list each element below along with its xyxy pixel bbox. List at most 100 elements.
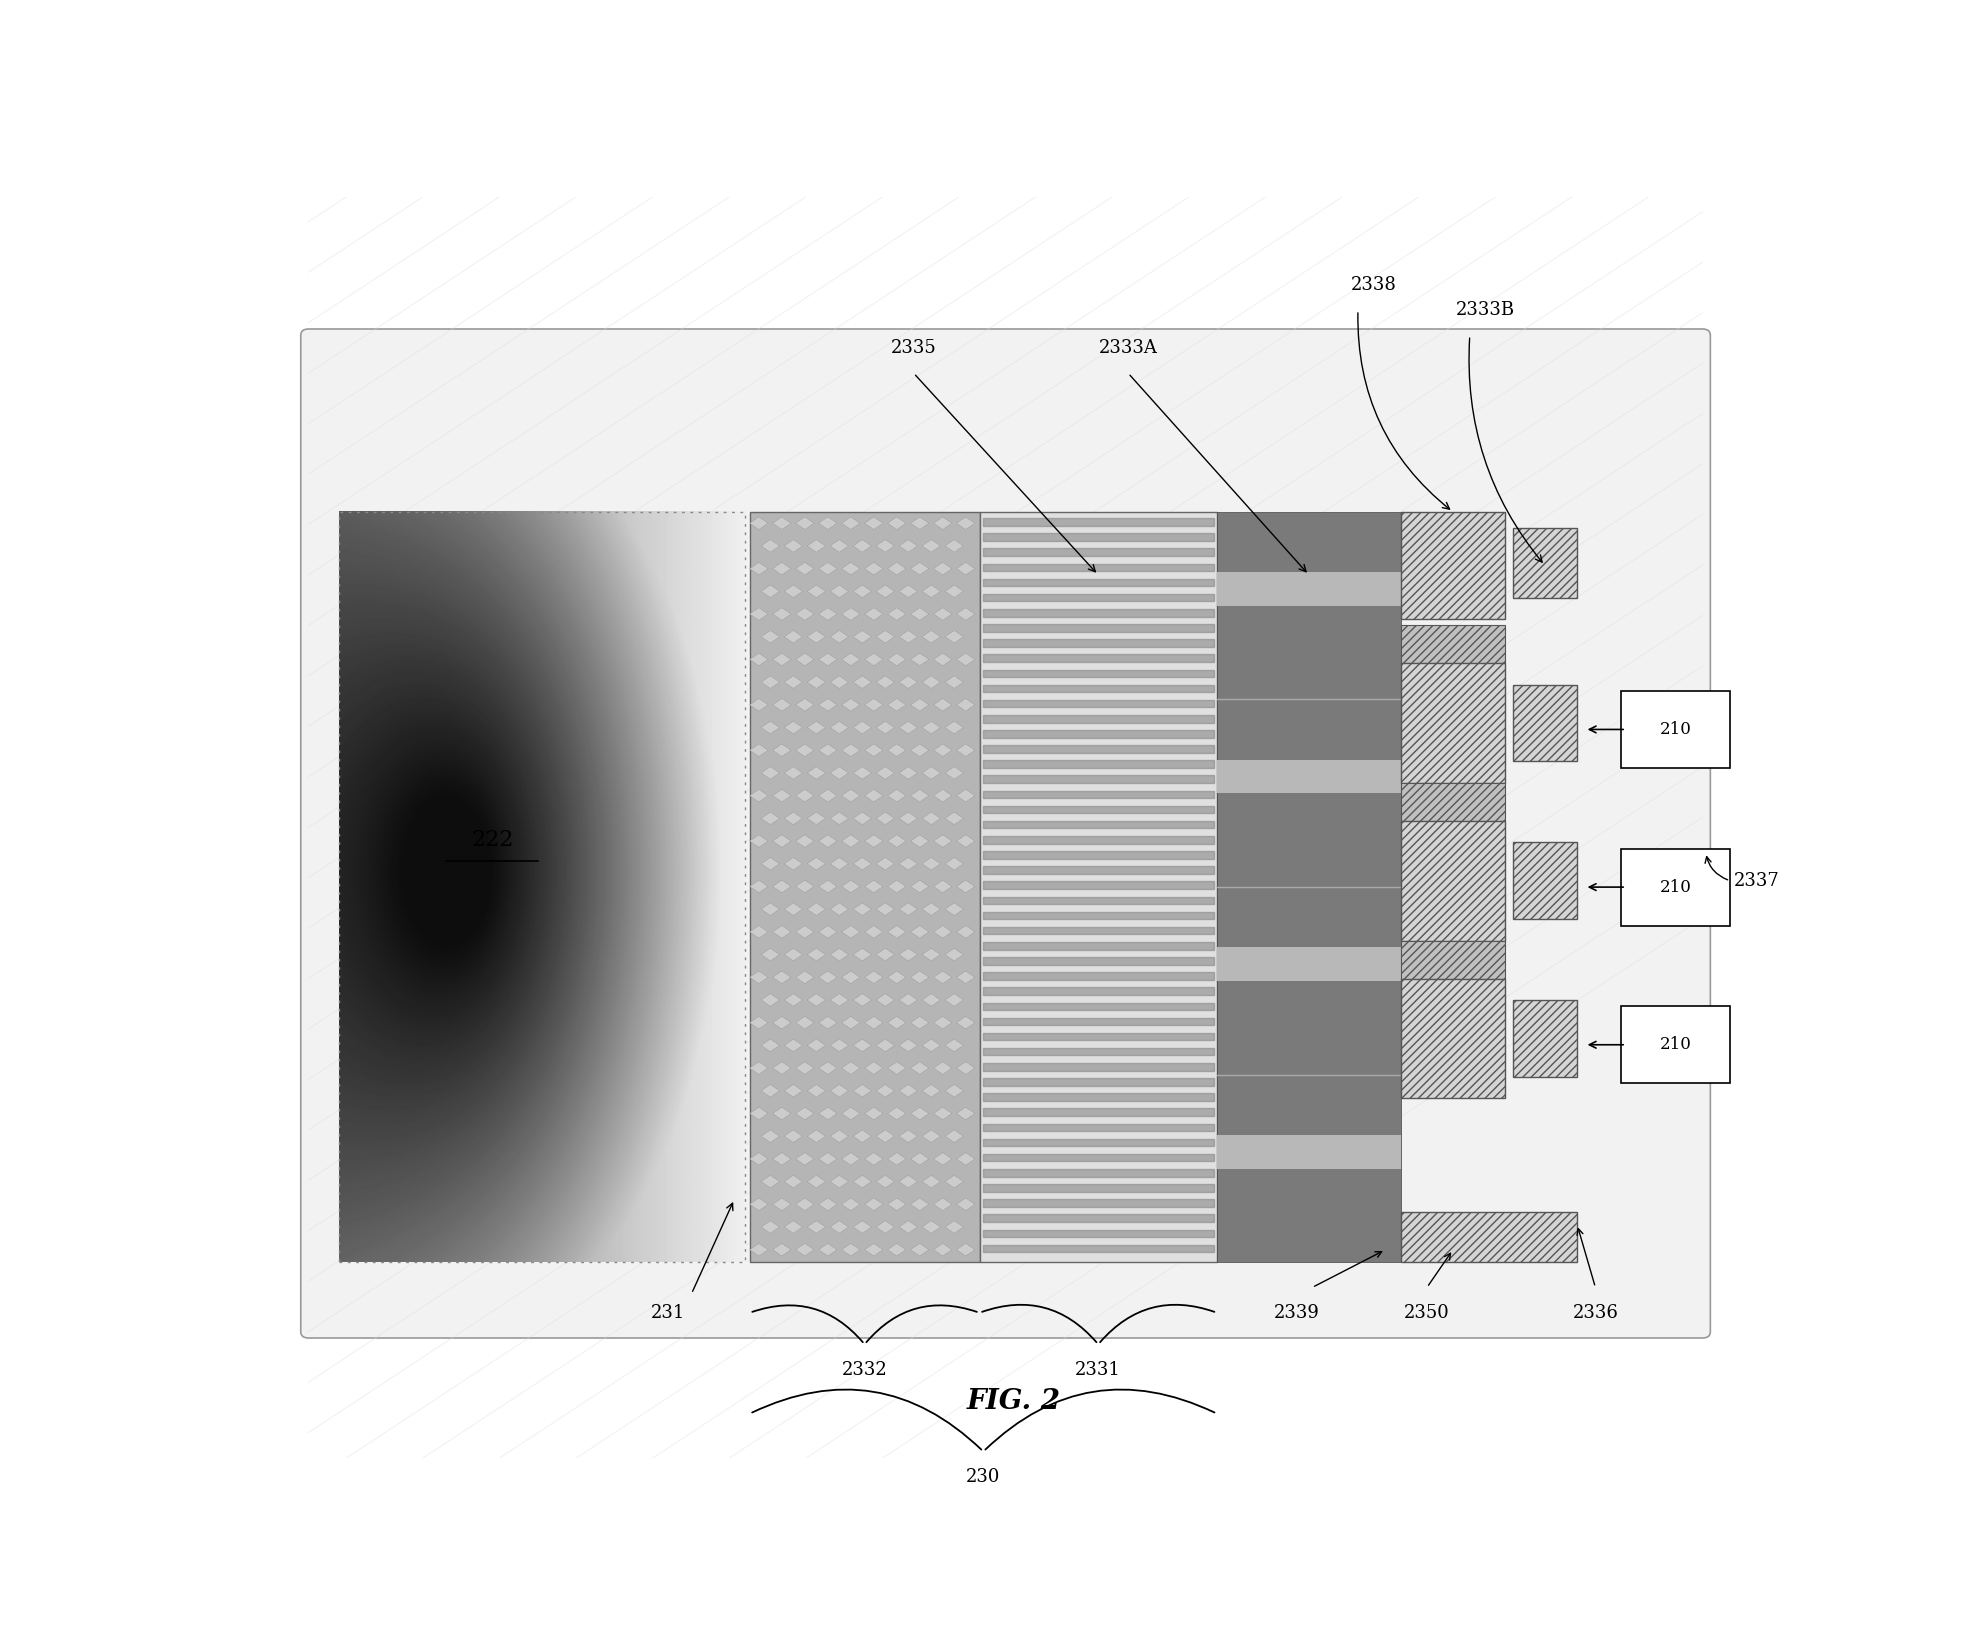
- Polygon shape: [957, 1153, 975, 1165]
- Polygon shape: [749, 971, 769, 983]
- Polygon shape: [945, 1130, 963, 1143]
- Polygon shape: [945, 539, 963, 552]
- Polygon shape: [761, 1038, 779, 1052]
- Polygon shape: [749, 1243, 769, 1256]
- Polygon shape: [854, 812, 872, 824]
- Polygon shape: [911, 1017, 929, 1029]
- Polygon shape: [785, 585, 803, 598]
- Polygon shape: [876, 857, 894, 870]
- Polygon shape: [921, 1130, 941, 1143]
- Polygon shape: [921, 903, 941, 916]
- Text: 2335: 2335: [892, 339, 937, 357]
- Polygon shape: [864, 1061, 884, 1075]
- Polygon shape: [773, 608, 791, 621]
- Polygon shape: [854, 1176, 872, 1188]
- Polygon shape: [945, 857, 963, 870]
- Polygon shape: [888, 1153, 905, 1165]
- Polygon shape: [795, 1153, 815, 1165]
- Polygon shape: [818, 1107, 836, 1120]
- Polygon shape: [842, 1197, 860, 1210]
- Polygon shape: [921, 585, 941, 598]
- Polygon shape: [921, 1084, 941, 1097]
- Bar: [1402, 783, 1504, 821]
- Polygon shape: [864, 1197, 884, 1210]
- Polygon shape: [761, 1130, 779, 1143]
- Polygon shape: [807, 631, 826, 644]
- Polygon shape: [945, 585, 963, 598]
- Polygon shape: [842, 1243, 860, 1256]
- Polygon shape: [945, 948, 963, 962]
- Polygon shape: [945, 721, 963, 734]
- Polygon shape: [854, 585, 872, 598]
- Polygon shape: [900, 1130, 917, 1143]
- Polygon shape: [842, 790, 860, 803]
- Text: 210: 210: [1661, 878, 1692, 896]
- Polygon shape: [911, 835, 929, 847]
- Bar: [1218, 760, 1402, 793]
- Polygon shape: [807, 1084, 826, 1097]
- Bar: [1218, 511, 1402, 1263]
- Polygon shape: [933, 744, 953, 757]
- Polygon shape: [830, 994, 848, 1006]
- Polygon shape: [921, 676, 941, 688]
- Bar: [1512, 685, 1578, 762]
- Polygon shape: [957, 518, 975, 529]
- Polygon shape: [749, 790, 769, 803]
- Polygon shape: [818, 608, 836, 621]
- Polygon shape: [864, 880, 884, 893]
- Polygon shape: [957, 1107, 975, 1120]
- Polygon shape: [864, 925, 884, 939]
- Polygon shape: [921, 1220, 941, 1233]
- Polygon shape: [945, 903, 963, 916]
- Polygon shape: [945, 631, 963, 644]
- Polygon shape: [876, 539, 894, 552]
- Polygon shape: [795, 790, 815, 803]
- Polygon shape: [761, 1220, 779, 1233]
- Polygon shape: [900, 857, 917, 870]
- Polygon shape: [957, 790, 975, 803]
- Polygon shape: [842, 518, 860, 529]
- Polygon shape: [888, 1243, 905, 1256]
- Polygon shape: [957, 608, 975, 621]
- Bar: [340, 511, 745, 1263]
- Polygon shape: [818, 654, 836, 665]
- Polygon shape: [830, 857, 848, 870]
- Polygon shape: [900, 721, 917, 734]
- Polygon shape: [876, 721, 894, 734]
- Polygon shape: [749, 518, 769, 529]
- Polygon shape: [888, 744, 905, 757]
- Polygon shape: [795, 744, 815, 757]
- FancyBboxPatch shape: [1621, 691, 1730, 768]
- Polygon shape: [854, 1084, 872, 1097]
- Polygon shape: [773, 1197, 791, 1210]
- Polygon shape: [900, 994, 917, 1006]
- Polygon shape: [888, 1061, 905, 1075]
- Polygon shape: [773, 925, 791, 939]
- Polygon shape: [773, 880, 791, 893]
- Polygon shape: [807, 767, 826, 780]
- Polygon shape: [818, 744, 836, 757]
- Polygon shape: [818, 971, 836, 983]
- Polygon shape: [888, 518, 905, 529]
- Polygon shape: [888, 1197, 905, 1210]
- Polygon shape: [921, 994, 941, 1006]
- Polygon shape: [911, 562, 929, 575]
- Bar: [979, 511, 1218, 1263]
- Polygon shape: [900, 1220, 917, 1233]
- Polygon shape: [900, 539, 917, 552]
- Polygon shape: [807, 676, 826, 688]
- Polygon shape: [807, 1176, 826, 1188]
- Polygon shape: [933, 880, 953, 893]
- Polygon shape: [795, 1197, 815, 1210]
- Polygon shape: [911, 925, 929, 939]
- Polygon shape: [911, 698, 929, 711]
- Polygon shape: [900, 676, 917, 688]
- Polygon shape: [785, 539, 803, 552]
- Text: 231: 231: [650, 1304, 686, 1322]
- FancyBboxPatch shape: [301, 329, 1710, 1338]
- Polygon shape: [854, 767, 872, 780]
- Polygon shape: [854, 948, 872, 962]
- Polygon shape: [945, 1038, 963, 1052]
- Polygon shape: [842, 744, 860, 757]
- Polygon shape: [795, 654, 815, 665]
